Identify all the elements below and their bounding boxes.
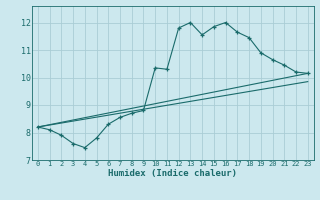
X-axis label: Humidex (Indice chaleur): Humidex (Indice chaleur) (108, 169, 237, 178)
